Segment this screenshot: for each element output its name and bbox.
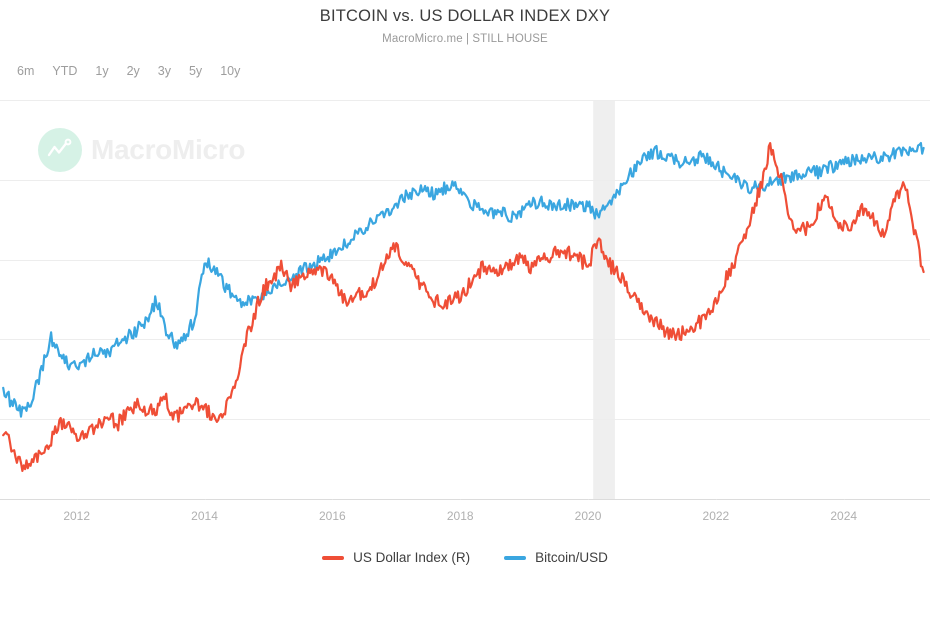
x-axis-labels: 2012 2014 2016 2018 2020 2022 2024 bbox=[0, 509, 930, 531]
chart-subtitle: MacroMicro.me | STILL HOUSE bbox=[382, 33, 548, 45]
page-title: BITCOIN vs. US DOLLAR INDEX DXY bbox=[319, 7, 611, 25]
x-axis-label: 2022 bbox=[702, 509, 730, 523]
range-selector: 6m YTD 1y 2y 3y 5y 10y bbox=[8, 62, 249, 80]
range-button-10y[interactable]: 10y bbox=[220, 64, 241, 78]
x-axis-label: 2024 bbox=[830, 509, 858, 523]
range-button-2y[interactable]: 2y bbox=[126, 64, 140, 78]
legend-item-bitcoin-usd[interactable]: Bitcoin/USD bbox=[504, 550, 608, 565]
series-line-us-dollar-index-r bbox=[2, 142, 925, 472]
shaded-bands-layer bbox=[593, 100, 615, 499]
legend-label-us-dollar-index: US Dollar Index (R) bbox=[353, 550, 471, 565]
x-axis-label: 2012 bbox=[63, 509, 91, 523]
legend-label-bitcoin-usd: Bitcoin/USD bbox=[535, 550, 608, 565]
chart-legend: US Dollar Index (R) Bitcoin/USD bbox=[0, 550, 930, 565]
x-axis-label: 2014 bbox=[191, 509, 218, 523]
chart-canvas[interactable] bbox=[0, 100, 930, 500]
x-axis-label: 2016 bbox=[319, 509, 346, 523]
range-button-1y[interactable]: 1y bbox=[95, 64, 109, 78]
series-layer bbox=[2, 142, 925, 472]
legend-swatch-bitcoin-usd bbox=[504, 555, 527, 560]
range-button-6m[interactable]: 6m bbox=[17, 64, 35, 78]
series-line-bitcoin-usd bbox=[2, 142, 925, 418]
x-axis-label: 2020 bbox=[574, 509, 602, 523]
range-button-ytd[interactable]: YTD bbox=[52, 64, 78, 78]
x-axis-label: 2018 bbox=[446, 509, 474, 523]
range-button-5y[interactable]: 5y bbox=[188, 64, 203, 78]
plot-area[interactable] bbox=[0, 100, 930, 500]
legend-swatch-us-dollar-index bbox=[322, 555, 345, 560]
legend-item-us-dollar-index[interactable]: US Dollar Index (R) bbox=[322, 550, 470, 565]
recession-band bbox=[593, 100, 615, 499]
gridlines-layer bbox=[0, 100, 930, 500]
range-button-3y[interactable]: 3y bbox=[157, 64, 171, 78]
